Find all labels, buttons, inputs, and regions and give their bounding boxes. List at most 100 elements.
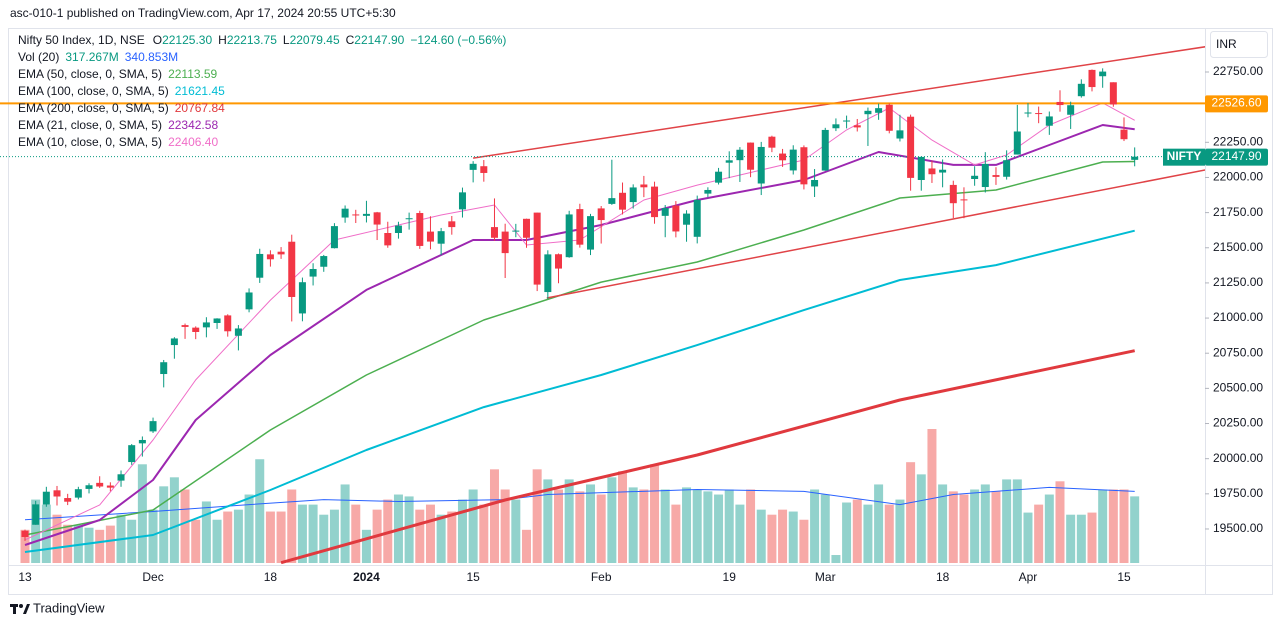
volume-bar	[148, 509, 158, 563]
volume-bar	[895, 499, 905, 563]
candle-body	[85, 485, 93, 489]
volume-bar	[191, 519, 201, 563]
volume-bar	[63, 524, 73, 563]
legend-value: 22113.59	[168, 67, 217, 81]
volume-bar	[212, 519, 222, 563]
candle-body	[448, 221, 456, 228]
price-label-box	[1205, 95, 1268, 113]
volume-bar	[479, 504, 489, 563]
volume-bar	[927, 429, 937, 563]
legend-row: EMA (200, close, 0, SMA, 5) 20767.84	[18, 101, 225, 115]
legend-change: −124.60 (−0.56%)	[410, 33, 506, 47]
candle-body	[384, 233, 392, 246]
volume-bar	[84, 527, 94, 563]
publish-info: asc-010-1 published on TradingView.com, …	[10, 6, 396, 20]
candle-body	[789, 149, 797, 171]
candle-body	[800, 147, 808, 185]
y-tick-label: 20750.00	[1213, 345, 1263, 359]
volume-bar	[1066, 514, 1076, 563]
legend-ohlc-key: O	[153, 33, 162, 47]
candle-body	[405, 218, 413, 220]
volume-bar	[831, 555, 841, 563]
candle-body	[1056, 101, 1064, 106]
candle-body	[341, 208, 349, 218]
candle-body	[266, 254, 274, 260]
legend-ohlc-key: C	[346, 33, 355, 47]
candle-body	[992, 175, 1000, 177]
x-tick-label: 18	[936, 570, 950, 584]
candle-body	[277, 251, 285, 255]
candle-body	[469, 163, 477, 170]
volume-bar	[351, 504, 361, 563]
volume-bar	[767, 514, 777, 563]
candle-body	[960, 199, 968, 201]
candle-body	[298, 282, 306, 314]
volume-bar	[906, 462, 916, 563]
volume-bar	[244, 494, 254, 563]
volume-bar	[20, 529, 30, 563]
candle-body	[725, 160, 733, 163]
volume-bar	[287, 489, 297, 563]
volume-bar	[41, 504, 51, 563]
legend-name: EMA (200, close, 0, SMA, 5)	[18, 101, 169, 115]
candle-body	[736, 149, 744, 161]
volume-bar	[436, 514, 446, 563]
volume-bar	[671, 504, 681, 563]
volume-bar	[1055, 481, 1065, 563]
legend-name: EMA (10, close, 0, SMA, 5)	[18, 135, 162, 149]
legend-ohlc-key: H	[218, 33, 227, 47]
volume-bar	[52, 514, 62, 563]
volume-bar	[650, 464, 660, 563]
volume-bar	[223, 511, 233, 563]
candle-body	[416, 213, 424, 246]
volume-bar	[874, 484, 884, 563]
candle-body	[490, 227, 498, 238]
volume-bar	[265, 511, 275, 563]
y-tick-label: 20500.00	[1213, 381, 1263, 395]
volume-bar	[329, 509, 339, 563]
volume-bar	[319, 514, 329, 563]
candle-body	[843, 120, 851, 122]
y-tick-label: 22250.00	[1213, 134, 1263, 148]
candle-body	[821, 129, 829, 171]
volume-bar	[852, 499, 862, 563]
volume-bar	[1034, 504, 1044, 563]
candle-body	[949, 184, 957, 204]
volume-bar	[660, 489, 670, 563]
volume-bar	[489, 469, 499, 563]
volume-bar	[863, 504, 873, 563]
volume-bar	[95, 529, 105, 563]
symbol-label-box	[1163, 148, 1205, 166]
candle-body	[512, 230, 520, 232]
volume-bar	[340, 484, 350, 563]
volume-bar	[361, 529, 371, 563]
candle-body	[661, 208, 669, 216]
volume-bar	[884, 504, 894, 563]
volume-bar	[1130, 496, 1140, 563]
legend-name: EMA (50, close, 0, SMA, 5)	[18, 67, 162, 81]
volume-bar	[169, 477, 179, 563]
volume-bar	[276, 511, 286, 563]
y-tick-label: 21250.00	[1213, 275, 1263, 289]
candle-body	[426, 231, 434, 242]
price-label: 22526.60	[1211, 96, 1261, 110]
legend-ohlc-key: L	[283, 33, 290, 47]
candle-body	[480, 166, 488, 173]
currency-label: INR	[1216, 37, 1237, 51]
candle-body	[555, 254, 562, 269]
volume-bar	[425, 504, 435, 563]
y-tick-label: 21500.00	[1213, 240, 1263, 254]
y-tick-label: 21750.00	[1213, 205, 1263, 219]
candle-body	[651, 186, 659, 218]
candle-body	[704, 189, 712, 194]
candle-body	[768, 136, 776, 148]
volume-bar	[682, 487, 692, 563]
volume-bar	[938, 484, 948, 563]
candle-body	[181, 325, 189, 327]
brand-name: TradingView	[33, 600, 105, 615]
volume-bar	[1023, 512, 1033, 563]
legend-row: EMA (100, close, 0, SMA, 5) 21621.45	[18, 84, 225, 98]
candle-body	[309, 268, 317, 277]
candle-body	[394, 225, 402, 234]
legend-value: 22406.40	[168, 135, 218, 149]
